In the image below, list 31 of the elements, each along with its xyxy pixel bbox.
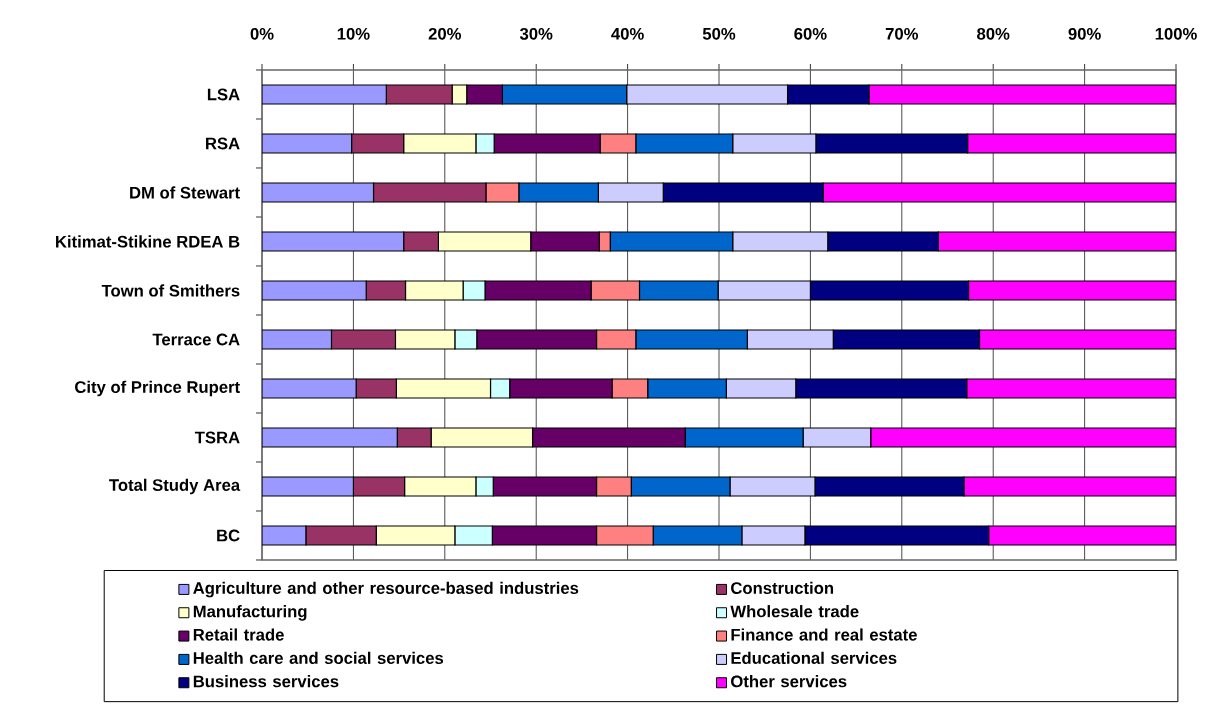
x-tick-label: 20% [428, 27, 462, 40]
x-tick-label: 40% [611, 27, 644, 40]
y-tick-label: RSA [206, 137, 240, 150]
y-tick-label: Terrace CA [152, 333, 240, 346]
legend-label: Wholesale trade [730, 605, 859, 618]
legend-label: Agriculture and other resource-based industries [193, 581, 579, 598]
legend-label: Business services [193, 675, 339, 688]
x-tick-label: 30% [519, 27, 553, 40]
x-tick-label: 60% [794, 27, 827, 40]
x-tick-label: 50% [702, 27, 736, 40]
y-tick-label: Total Study Area [109, 478, 241, 495]
y-tick-label: Town of Smithers [101, 284, 240, 297]
x-tick-label: 0% [250, 27, 274, 40]
x-tick-label: 90% [1068, 27, 1101, 40]
x-tick-label: 10% [337, 27, 370, 40]
y-tick-label: LSA [207, 88, 240, 101]
legend-label: Retail trade [193, 628, 284, 641]
y-tick-label: DM of Stewart [130, 186, 240, 199]
x-tick-label: 80% [977, 27, 1010, 40]
legend-label: Construction [731, 581, 834, 594]
legend-label: Health care and social services [193, 651, 444, 664]
legend-label: Other services [731, 675, 847, 688]
x-tick-label: 70% [885, 27, 919, 40]
y-tick-label: City of Prince Rupert [75, 380, 240, 397]
x-tick-label: 100% [1155, 27, 1197, 40]
legend-label: Finance and real estate [731, 628, 917, 641]
legend-label: Manufacturing [193, 605, 307, 621]
legend-label: Educational services [731, 651, 897, 664]
y-tick-label: TSRA [194, 431, 240, 444]
y-tick-label: BC [217, 529, 240, 542]
y-tick-label: Kitimat-Stikine RDEA B [56, 235, 240, 248]
